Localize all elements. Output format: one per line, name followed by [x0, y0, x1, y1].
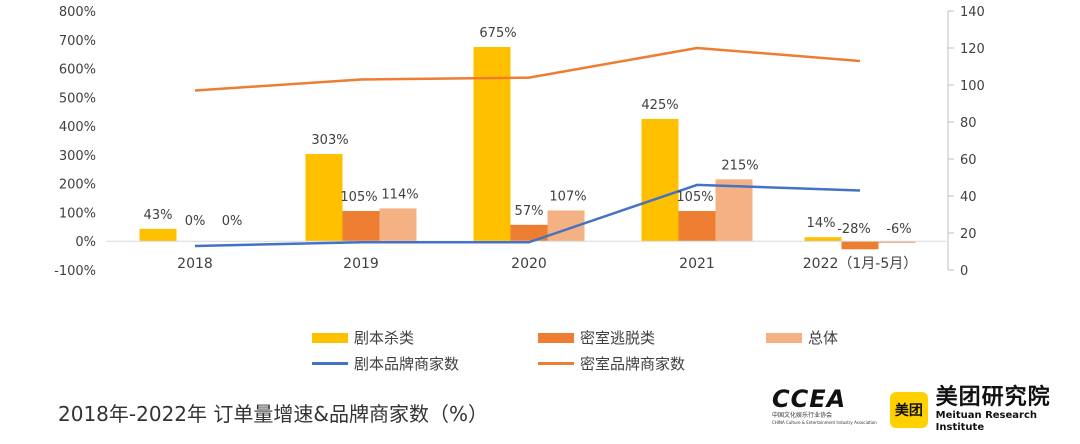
legend-label-0: 剧本杀类 — [354, 329, 415, 347]
left-tick-label-0: 800% — [59, 5, 96, 20]
data-label-2-4: -6% — [886, 222, 911, 237]
meituan-logo: 美团 美团研究院 Meituan Research Institute — [890, 386, 1080, 433]
line-0 — [194, 183, 861, 248]
legend-swatch-2 — [766, 332, 802, 343]
data-label-2-2: 107% — [549, 189, 586, 204]
bar-1-1 — [342, 211, 380, 242]
bar-0-0 — [139, 228, 177, 242]
legend-swatch-0 — [312, 332, 348, 343]
legend-label-3: 剧本品牌商家数 — [354, 355, 460, 373]
data-label-0-0: 43% — [144, 208, 173, 223]
bar-1-3 — [678, 211, 716, 242]
right-tick-label-3: 80 — [960, 116, 977, 131]
bar-0-3 — [641, 118, 679, 242]
bar-1-2 — [510, 224, 548, 242]
right-tick-label-1: 120 — [960, 42, 985, 57]
category-labels: 2018 2019 2020 2021 2022（1月-5月） — [177, 256, 917, 272]
bar-2-1 — [379, 208, 417, 242]
right-tick-label-7: 0 — [960, 264, 968, 279]
category-label-1: 2019 — [343, 256, 379, 272]
legend-item-0: 剧本杀类 — [312, 327, 414, 348]
legend-item-4: 密室品牌商家数 — [538, 353, 685, 374]
bar-0-1 — [305, 154, 343, 242]
meituan-logo-text: 美团研究院 Meituan Research Institute — [936, 386, 1080, 434]
series-lines — [194, 46, 861, 248]
data-label-2-3: 215% — [721, 158, 758, 173]
left-tick-label-6: 200% — [59, 178, 96, 193]
legend-swatch-1 — [538, 332, 574, 343]
bar-1-4 — [841, 241, 879, 250]
right-axis: 140 120 100 80 60 40 20 0 — [947, 5, 985, 279]
right-tick-label-2: 100 — [960, 79, 985, 94]
legend-label-4: 密室品牌商家数 — [580, 355, 686, 373]
category-label-0: 2018 — [177, 256, 213, 272]
bar-2-4 — [878, 241, 916, 243]
data-label-0-4: 14% — [807, 216, 836, 231]
data-label-0-3: 425% — [641, 98, 678, 113]
meituan-badge: 美团 — [890, 392, 928, 428]
legend-label-2: 总体 — [808, 329, 839, 347]
legend-item-3: 剧本品牌商家数 — [312, 353, 459, 374]
legend-swatch-4 — [538, 362, 574, 365]
data-label-1-1: 105% — [340, 190, 377, 205]
ccea-logo-text: CCEA — [772, 385, 847, 413]
category-label-3: 2021 — [679, 256, 715, 272]
data-label-1-0: 0% — [185, 214, 206, 229]
meituan-logo-en: Meituan Research Institute — [935, 410, 1038, 433]
data-label-2-0: 0% — [222, 214, 243, 229]
category-label-2: 2020 — [511, 256, 547, 272]
left-tick-label-5: 300% — [59, 149, 96, 164]
ccea-logo: CCEA 中国文化娱乐行业协会 CHINA Culture & Entertai… — [772, 385, 877, 434]
data-label-1-2: 57% — [515, 204, 544, 219]
right-tick-label-6: 20 — [960, 227, 977, 242]
bar-2-3 — [715, 179, 753, 242]
left-tick-label-2: 600% — [59, 63, 96, 78]
bar-0-4 — [804, 237, 842, 242]
legend-label-1: 密室逃脱类 — [580, 329, 656, 347]
right-tick-label-5: 40 — [960, 190, 977, 205]
left-tick-label-9: -100% — [54, 264, 96, 279]
category-label-4: 2022（1月-5月） — [803, 256, 918, 272]
left-tick-label-7: 100% — [59, 206, 96, 221]
data-labels: 43% 303% 675% 425% 14% 0% 105% 57% 105% -28% 0% 114… — [144, 26, 912, 237]
left-tick-label-3: 500% — [59, 91, 96, 106]
left-tick-label-8: 0% — [75, 235, 96, 250]
data-label-0-1: 303% — [311, 133, 348, 148]
left-tick-label-4: 400% — [59, 120, 96, 135]
left-axis-ticks: 800% 700% 600% 500% 400% 300% 200% 100% 0% -100% — [54, 5, 96, 279]
ccea-logo-sub-cn: 中国文化娱乐行业协会 — [772, 412, 833, 419]
legend-item-2: 总体 — [766, 327, 838, 348]
legend-swatch-3 — [312, 362, 348, 365]
chart-title: 2018年-2022年 订单量增速&品牌商家数（%） — [58, 402, 488, 426]
data-label-1-3: 105% — [676, 190, 713, 205]
line-1 — [194, 46, 861, 92]
data-label-2-1: 114% — [381, 187, 418, 202]
data-label-1-4: -28% — [837, 222, 871, 237]
legend-item-1: 密室逃脱类 — [538, 327, 655, 348]
legend: 剧本杀类 密室逃脱类 总体 剧本品牌商家数 密室品牌商家数 — [300, 322, 900, 382]
ccea-logo-sub-en: CHINA Culture & Entertainment Industry A… — [772, 420, 877, 425]
chart: 800%700%600%500%400%300%200%100%0%-100% … — [54, 5, 985, 279]
bar-0-2 — [473, 46, 511, 242]
right-tick-label-4: 60 — [960, 153, 977, 168]
meituan-logo-cn: 美团研究院 — [935, 385, 1051, 410]
right-tick-label-0: 140 — [960, 5, 985, 20]
data-label-0-2: 675% — [479, 26, 516, 41]
left-tick-label-1: 700% — [59, 34, 96, 49]
